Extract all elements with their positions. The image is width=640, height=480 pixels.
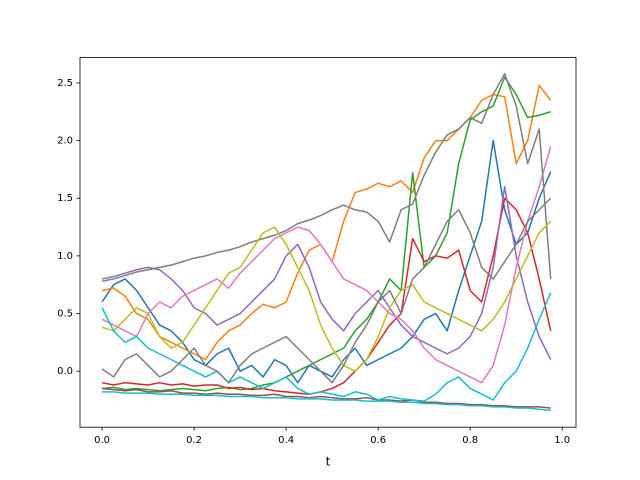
series-line [101,197,552,384]
y-tick-label: 2.5 [57,78,73,89]
y-tick-label: 2.0 [57,136,73,147]
series-line [101,139,552,384]
x-tick-label: 1.0 [554,435,570,446]
series-line [101,185,552,360]
y-tick-label: 1.0 [57,251,73,262]
x-tick-label: 0.6 [370,435,386,446]
x-tick-label: 0.8 [462,435,478,446]
series-line [102,387,551,409]
x-tick-label: 0.4 [278,435,294,446]
x-tick-label: 0.2 [186,435,202,446]
series-line [102,76,551,392]
series-line [101,146,552,384]
series-line [101,72,552,282]
series-line [101,197,552,395]
plot-frame [79,57,577,428]
x-tick-label: 0.0 [94,435,110,446]
series-line [102,391,551,412]
series-line [101,220,552,372]
series-line [101,84,552,361]
y-tick-label: 0.0 [57,366,73,377]
y-tick-label: 0.5 [57,309,73,320]
y-tick-label: 1.5 [57,193,73,204]
x-axis-label: t [326,455,331,469]
series-line [101,292,552,402]
